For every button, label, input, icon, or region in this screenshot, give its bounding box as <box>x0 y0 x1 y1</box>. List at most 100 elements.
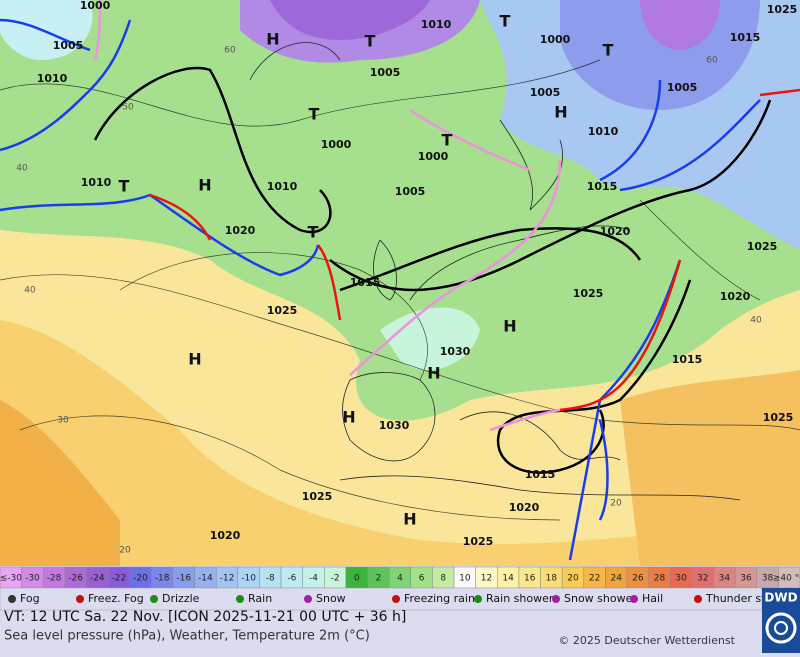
scale-label: -4 <box>309 574 318 584</box>
scale-label: 16 <box>524 574 536 584</box>
scale-label: 10 <box>459 574 471 584</box>
legend-label: Snow <box>316 592 346 605</box>
isobar-label: 1015 <box>730 31 761 44</box>
scale-label: 4 <box>397 574 403 584</box>
valid-time: VT: 12 UTC Sa. 22 Nov. [ICON 2025-11-21 … <box>4 609 406 625</box>
isobar-label: 1015 <box>350 276 381 289</box>
isobar-label: 1030 <box>440 345 471 358</box>
scale-label: -22 <box>112 574 127 584</box>
isobar-label: 1005 <box>53 39 84 52</box>
scale-label: 12 <box>481 574 492 584</box>
isotherm-label: 20 <box>119 546 131 556</box>
isobar-label: 1000 <box>418 150 449 163</box>
scale-label: 24 <box>610 574 622 584</box>
scale-label: 38 <box>762 574 774 584</box>
legend-symbol <box>304 595 312 603</box>
scale-label: 28 <box>654 574 666 584</box>
pressure-center: T <box>309 105 320 124</box>
isobar-label: 1015 <box>525 468 556 481</box>
scale-label: 34 <box>719 574 731 584</box>
scale-label: ≤-30 <box>0 574 22 584</box>
pressure-center: T <box>308 223 319 242</box>
isotherm-label: 40 <box>750 316 762 326</box>
scale-label: 30 <box>675 574 687 584</box>
isobar-label: 1020 <box>600 225 631 238</box>
pressure-center: T <box>603 41 614 60</box>
map-labels: 1000 1005 1010 1010 1000 1005 1005 1010 1015 1005… <box>16 0 797 556</box>
coastlines <box>249 42 741 501</box>
isobar-label: 1000 <box>80 0 111 12</box>
isobar-label: 1005 <box>370 66 401 79</box>
legend-label: Fog <box>20 592 40 605</box>
scale-label: 18 <box>546 574 558 584</box>
isobar-label: 1020 <box>720 290 751 303</box>
scale-label: -30 <box>25 574 40 584</box>
scale-label: -26 <box>68 574 83 584</box>
scale-label: -8 <box>266 574 275 584</box>
logo-swirl <box>765 612 797 644</box>
cold-area <box>640 0 720 50</box>
isotherm-label: 60 <box>706 56 718 66</box>
scale-label: -28 <box>47 574 62 584</box>
hot-area <box>620 370 800 566</box>
isobar-label: 1025 <box>267 304 298 317</box>
legend-symbol <box>150 595 158 603</box>
legend-label: Rain <box>248 592 272 605</box>
legend-label: Freez. Fog <box>88 592 144 605</box>
isobar-label: 1010 <box>81 176 112 189</box>
isotherm-label: 40 <box>24 286 36 296</box>
scale-label: -14 <box>198 574 213 584</box>
pressure-center: H <box>266 30 279 49</box>
scale-label: -2 <box>331 574 340 584</box>
isobar-label: 1025 <box>763 411 794 424</box>
isotherm-label: 60 <box>224 46 236 56</box>
scale-label: 22 <box>589 574 600 584</box>
logo-text: DWD <box>764 591 797 605</box>
weather-legend: Fog Freez. Fog Drizzle Rain Snow Freezing rai… <box>0 587 787 611</box>
pressure-center: T <box>500 12 511 31</box>
scale-label: 20 <box>567 574 579 584</box>
legend-symbol <box>8 595 16 603</box>
cold-area <box>0 0 93 60</box>
temperature-scale: ≤-30 -30 -28 -26 -24 -22 -20 -18 -16 -14 -12 -10 -8-… <box>0 566 800 589</box>
pressure-center: T <box>365 32 376 51</box>
legend-symbol <box>552 595 560 603</box>
isobar-label: 1010 <box>267 180 298 193</box>
isobar-label: 1015 <box>672 353 703 366</box>
scale-label: 8 <box>440 574 446 584</box>
legend-symbol <box>474 595 482 603</box>
scale-label: -10 <box>241 574 256 584</box>
main-isobars <box>93 66 772 474</box>
logo-swirl <box>774 621 788 635</box>
scale-label: 32 <box>697 574 708 584</box>
isobar-label: 1020 <box>509 501 540 514</box>
pressure-center: T <box>442 131 453 150</box>
pressure-center: H <box>198 176 211 195</box>
isotherm-label: 30 <box>57 416 69 426</box>
pressure-center: H <box>342 408 355 427</box>
legend-label: Hail <box>642 592 663 605</box>
scale-label: 14 <box>502 574 514 584</box>
scale-label: 6 <box>419 574 425 584</box>
isobar-label: 1010 <box>37 72 68 85</box>
scale-label: -24 <box>90 574 105 584</box>
scale-label: -18 <box>155 574 170 584</box>
isobar-label: 1000 <box>321 138 352 151</box>
isobars <box>0 59 800 521</box>
fronts <box>0 0 800 561</box>
legend-label: Snow shower <box>564 592 637 605</box>
pressure-center: H <box>503 317 516 336</box>
pressure-center: H <box>403 510 416 529</box>
isobar-label: 1030 <box>379 419 410 432</box>
description: Sea level pressure (hPa), Weather, Tempe… <box>4 629 370 644</box>
scale-label: 36 <box>740 574 752 584</box>
pressure-center: T <box>119 177 130 196</box>
scale-label: -6 <box>287 574 296 584</box>
isobar-label: 1020 <box>210 529 241 542</box>
scale-label: -16 <box>176 574 191 584</box>
scale-label: 0 <box>354 574 360 584</box>
legend-symbol <box>236 595 244 603</box>
isobar-label: 1010 <box>421 18 452 31</box>
isobar-label: 1025 <box>302 490 333 503</box>
